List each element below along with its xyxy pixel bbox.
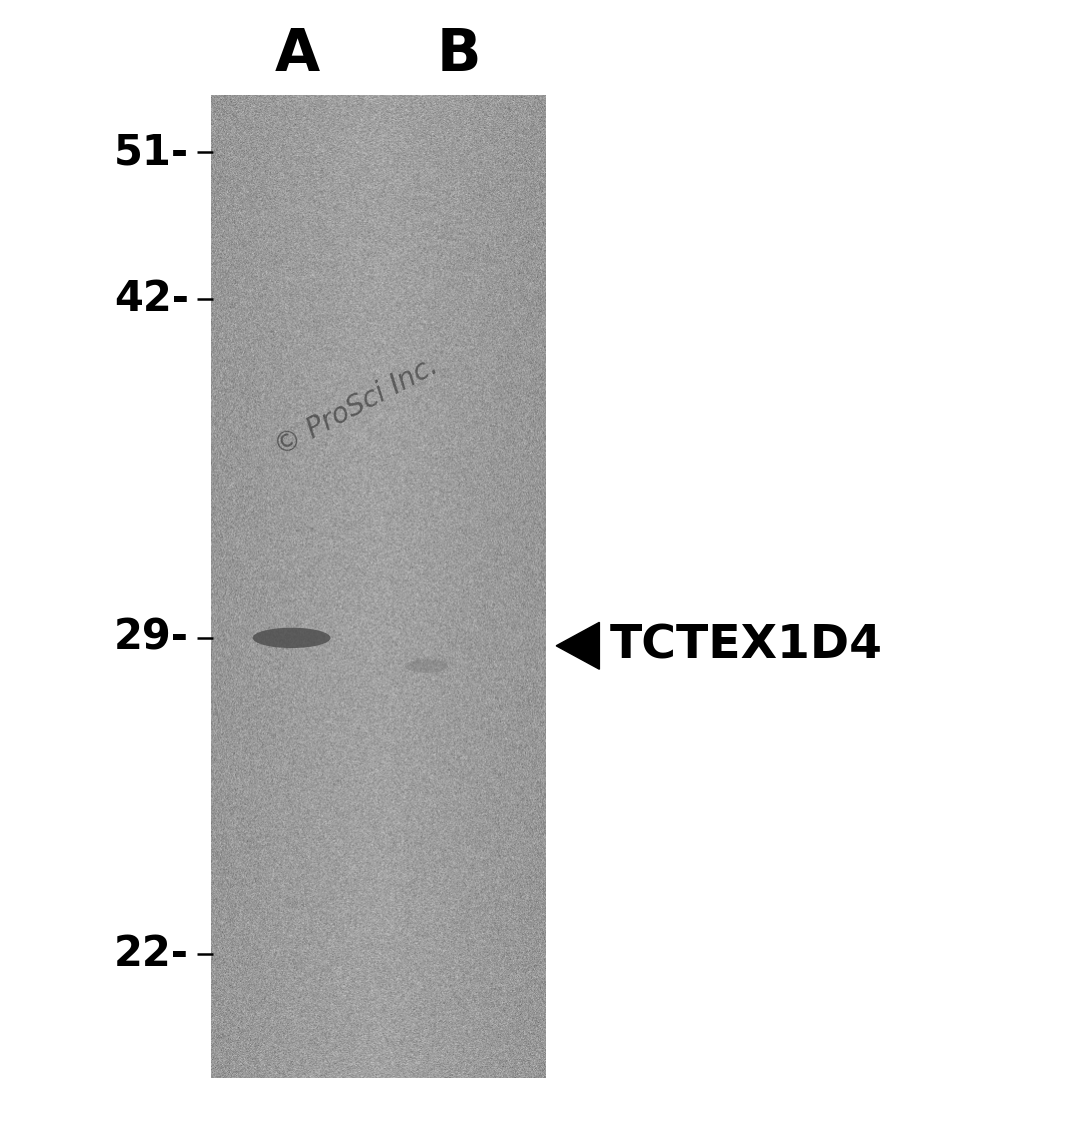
Text: © ProSci Inc.: © ProSci Inc. — [270, 351, 443, 462]
Text: 42-: 42- — [114, 278, 189, 321]
Text: TCTEX1D4: TCTEX1D4 — [610, 623, 883, 668]
Polygon shape — [556, 622, 599, 669]
Text: 22-: 22- — [114, 933, 189, 975]
Ellipse shape — [405, 659, 448, 673]
Ellipse shape — [253, 628, 330, 648]
Text: B: B — [436, 26, 482, 82]
Text: A: A — [274, 26, 320, 82]
Text: 29-: 29- — [114, 616, 189, 659]
Text: 51-: 51- — [113, 131, 189, 174]
